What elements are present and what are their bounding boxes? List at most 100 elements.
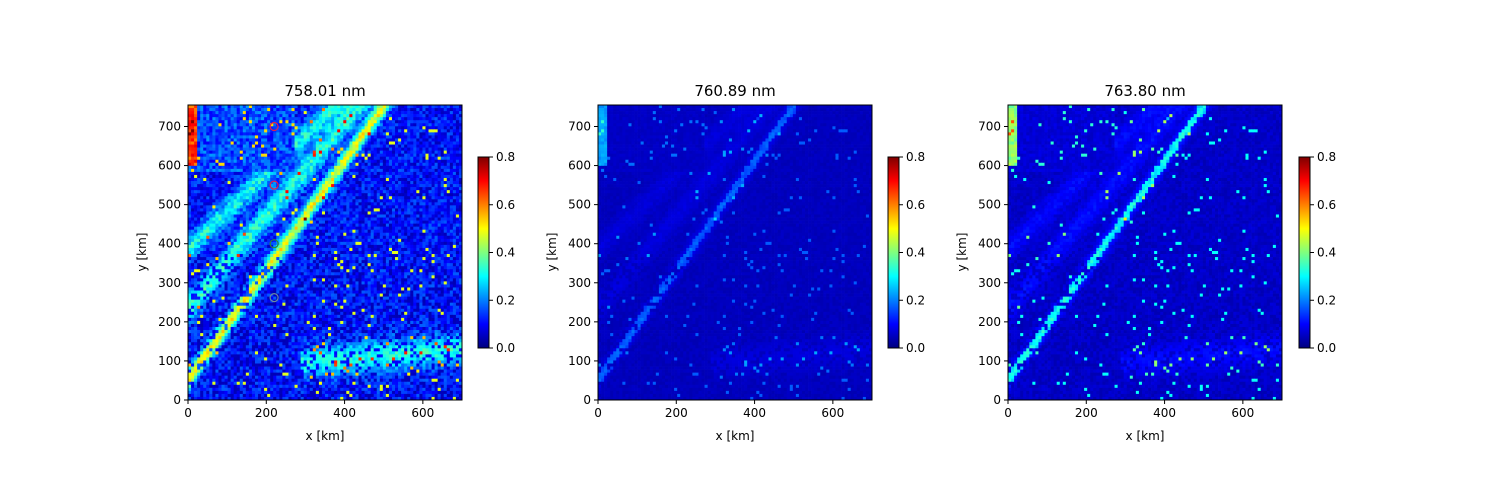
heatmap-cell — [425, 165, 429, 170]
heatmap-cell — [398, 229, 402, 234]
heatmap-cell — [282, 171, 286, 176]
heatmap-cell — [458, 153, 463, 158]
heatmap-cell — [209, 241, 213, 246]
heatmap-cell — [251, 229, 256, 234]
heatmap-cell — [239, 144, 244, 148]
heatmap-cell — [373, 174, 378, 179]
heatmap-cell — [188, 232, 192, 237]
heatmap-cell — [434, 211, 438, 215]
heatmap-cell — [425, 120, 429, 124]
heatmap-cell — [200, 120, 204, 124]
heatmap-cell — [431, 159, 435, 164]
heatmap-cell — [361, 129, 365, 133]
heatmap-cell — [373, 126, 378, 130]
heatmap-cell — [388, 214, 393, 218]
heatmap-cell — [446, 211, 451, 215]
heatmap-cell — [282, 247, 286, 252]
heatmap-cell — [276, 138, 280, 142]
heatmap-cell — [413, 238, 417, 243]
heatmap-cell — [382, 171, 387, 176]
heatmap-cell — [312, 105, 317, 109]
heatmap-cell — [291, 244, 295, 249]
heatmap-cell — [245, 223, 250, 227]
heatmap-cell — [203, 174, 207, 179]
heatmap-cell — [410, 199, 414, 203]
heatmap-cell — [361, 223, 365, 227]
heatmap-cell — [239, 211, 244, 215]
heatmap-cell — [337, 138, 341, 142]
heatmap-cell — [367, 232, 372, 237]
heatmap-cell — [401, 202, 405, 206]
heatmap-cell — [401, 214, 405, 218]
heatmap-cell — [312, 241, 317, 246]
heatmap-cell — [343, 266, 347, 270]
heatmap-cell — [264, 269, 268, 273]
heatmap-cell — [334, 135, 338, 139]
heatmap-cell — [337, 168, 341, 173]
heatmap-cell — [224, 196, 228, 200]
heatmap-cell — [452, 144, 457, 148]
heatmap-cell — [318, 190, 323, 194]
heatmap-cell — [261, 232, 265, 237]
heatmap-cell — [401, 226, 405, 231]
heatmap-cell — [224, 226, 228, 231]
heatmap-cell — [413, 153, 417, 158]
heatmap-cell — [395, 208, 399, 212]
heatmap-cell — [264, 247, 268, 252]
heatmap-cell — [242, 187, 247, 191]
heatmap-cell — [431, 181, 435, 185]
heatmap-cell — [446, 229, 451, 234]
heatmap-cell — [385, 111, 390, 115]
heatmap-cell — [413, 190, 417, 194]
heatmap-cell — [285, 153, 289, 158]
heatmap-cell — [303, 235, 308, 240]
heatmap-cell — [303, 126, 308, 130]
heatmap-cell — [236, 184, 241, 188]
heatmap-cell — [294, 168, 298, 173]
heatmap-cell — [395, 105, 399, 109]
heatmap-cell — [194, 144, 198, 148]
heatmap-cell — [197, 247, 201, 252]
heatmap-cell — [297, 244, 301, 249]
heatmap-cell — [388, 105, 393, 109]
heatmap-cell — [291, 226, 295, 231]
heatmap-cell — [401, 269, 405, 273]
heatmap-cell — [264, 202, 268, 206]
heatmap-cell — [325, 202, 329, 206]
heatmap-cell — [285, 244, 289, 249]
heatmap-cell — [352, 135, 356, 139]
heatmap-cell — [285, 114, 289, 118]
heatmap-cell — [352, 153, 356, 158]
heatmap-cell — [245, 184, 250, 188]
heatmap-cell — [385, 193, 390, 197]
heatmap-cell — [251, 138, 256, 142]
heatmap-cell — [203, 184, 207, 188]
heatmap-cell — [373, 205, 378, 209]
heatmap-cell — [242, 159, 247, 164]
heatmap-cell — [203, 217, 207, 221]
heatmap-cell — [413, 168, 417, 173]
heatmap-cell — [303, 202, 308, 206]
heatmap-cell — [245, 111, 250, 115]
heatmap-cell — [282, 181, 286, 185]
heatmap-cell — [209, 247, 213, 252]
heatmap-cell — [276, 168, 280, 173]
heatmap-cell — [227, 138, 231, 142]
heatmap-cell — [370, 147, 375, 151]
heatmap-cell — [422, 108, 426, 112]
heatmap-cell — [388, 202, 393, 206]
heatmap-cell — [209, 263, 213, 267]
heatmap-cell — [382, 114, 387, 118]
heatmap-cell — [209, 156, 213, 161]
heatmap-cell — [294, 272, 298, 276]
heatmap-cell — [446, 266, 451, 270]
heatmap-cell — [230, 244, 235, 249]
heatmap-cell — [352, 129, 356, 133]
heatmap-cell — [349, 181, 353, 185]
heatmap-cell — [215, 211, 219, 215]
heatmap-cell — [340, 266, 344, 270]
heatmap-cell — [212, 272, 216, 276]
heatmap-cell — [254, 266, 259, 270]
heatmap-cell — [227, 141, 231, 145]
heatmap-cell — [395, 190, 399, 194]
